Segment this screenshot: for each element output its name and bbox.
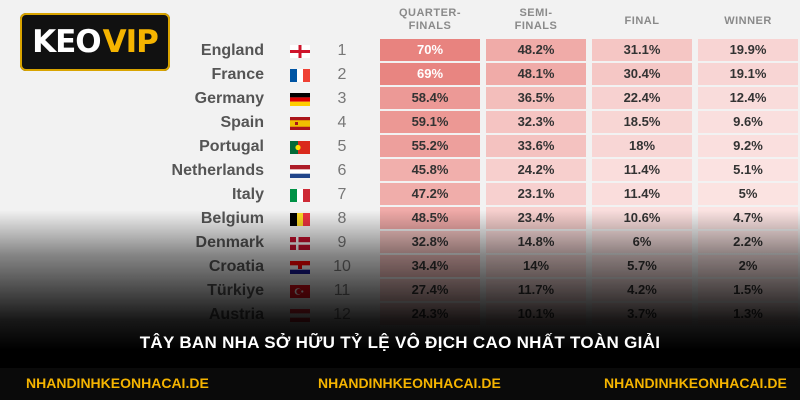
probability-cell: 55.2% bbox=[380, 135, 480, 157]
column-header-text: QUARTER- FINALS bbox=[398, 7, 462, 32]
footer-bar: NHANDINHKEONHACAI.DE NHANDINHKEONHACAI.D… bbox=[0, 368, 800, 400]
flag-icon bbox=[290, 45, 310, 58]
flag-icon bbox=[290, 117, 310, 130]
rank-number: 2 bbox=[337, 66, 347, 83]
probability-cell: 24.2% bbox=[486, 159, 586, 181]
flag-icon bbox=[290, 189, 310, 202]
probability-cell: 58.4% bbox=[380, 87, 480, 109]
team-name: Italy bbox=[231, 186, 264, 203]
probability-cell: 47.2% bbox=[380, 183, 480, 205]
probability-cell: 48.1% bbox=[486, 63, 586, 85]
flag-icon bbox=[290, 69, 310, 82]
probability-cell: 23.1% bbox=[486, 183, 586, 205]
column-header-final: FINAL bbox=[592, 15, 692, 28]
rank-number: 6 bbox=[337, 162, 347, 179]
probability-cell: 45.8% bbox=[380, 159, 480, 181]
footer-site-link[interactable]: NHANDINHKEONHACAI.DE bbox=[318, 375, 501, 391]
team-name: Netherlands bbox=[171, 162, 264, 179]
probability-cell: 11.4% bbox=[592, 159, 692, 181]
footer-site-link[interactable]: NHANDINHKEONHACAI.DE bbox=[26, 375, 209, 391]
column-header-winner: WINNER bbox=[698, 15, 798, 28]
probability-cell: 5.1% bbox=[698, 159, 798, 181]
probability-cell: 36.5% bbox=[486, 87, 586, 109]
keovip-logo[interactable]: KEO VIP bbox=[20, 13, 170, 71]
probability-cell: 5% bbox=[698, 183, 798, 205]
team-name: France bbox=[211, 66, 264, 83]
team-name: Germany bbox=[194, 90, 264, 107]
team-name: England bbox=[200, 42, 264, 59]
probability-cell: 59.1% bbox=[380, 111, 480, 133]
probability-cell: 19.9% bbox=[698, 39, 798, 61]
probability-cell: 30.4% bbox=[592, 63, 692, 85]
rank-number: 7 bbox=[337, 186, 347, 203]
footer-site-link[interactable]: NHANDINHKEONHACAI.DE bbox=[604, 375, 787, 391]
probability-cell: 9.6% bbox=[698, 111, 798, 133]
flag-icon bbox=[290, 165, 310, 178]
probability-cell: 9.2% bbox=[698, 135, 798, 157]
column-header-text: WINNER bbox=[724, 15, 772, 27]
table-row: England 1 70% 48.2% 31.1% 19.9% bbox=[0, 39, 800, 63]
logo-text-vip: VIP bbox=[102, 24, 159, 60]
probability-cell: 70% bbox=[380, 39, 480, 61]
probability-cell: 48.2% bbox=[486, 39, 586, 61]
probability-cell: 22.4% bbox=[592, 87, 692, 109]
rank-number: 4 bbox=[337, 114, 347, 131]
rank-number: 5 bbox=[337, 138, 347, 155]
table-row: Germany 3 58.4% 36.5% 22.4% 12.4% bbox=[0, 87, 800, 111]
team-name: Spain bbox=[220, 114, 264, 131]
probability-cell: 33.6% bbox=[486, 135, 586, 157]
column-header-text: FINAL bbox=[624, 15, 660, 27]
column-header-quarter-finals: QUARTER- FINALS bbox=[380, 7, 480, 33]
table-row: Spain 4 59.1% 32.3% 18.5% 9.6% bbox=[0, 111, 800, 135]
column-header-text: SEMI- FINALS bbox=[514, 7, 558, 32]
table-row: Netherlands 6 45.8% 24.2% 11.4% 5.1% bbox=[0, 159, 800, 183]
probability-cell: 12.4% bbox=[698, 87, 798, 109]
rank-number: 1 bbox=[337, 42, 347, 59]
flag-icon bbox=[290, 141, 310, 154]
logo-text-keo: KEO bbox=[32, 24, 102, 60]
table-row: Portugal 5 55.2% 33.6% 18% 9.2% bbox=[0, 135, 800, 159]
probability-cell: 18.5% bbox=[592, 111, 692, 133]
probability-cell: 19.1% bbox=[698, 63, 798, 85]
probability-cell: 11.4% bbox=[592, 183, 692, 205]
column-header-semi-finals: SEMI- FINALS bbox=[486, 7, 586, 33]
table-row: France 2 69% 48.1% 30.4% 19.1% bbox=[0, 63, 800, 87]
probability-cell: 69% bbox=[380, 63, 480, 85]
probability-cell: 31.1% bbox=[592, 39, 692, 61]
probability-cell: 18% bbox=[592, 135, 692, 157]
team-name: Portugal bbox=[199, 138, 264, 155]
table-row: Italy 7 47.2% 23.1% 11.4% 5% bbox=[0, 183, 800, 207]
headline-caption: TÂY BAN NHA SỞ HỮU TỶ LỆ VÔ ĐỊCH CAO NHẤ… bbox=[139, 333, 661, 352]
flag-icon bbox=[290, 93, 310, 106]
probability-cell: 32.3% bbox=[486, 111, 586, 133]
rank-number: 3 bbox=[337, 90, 347, 107]
